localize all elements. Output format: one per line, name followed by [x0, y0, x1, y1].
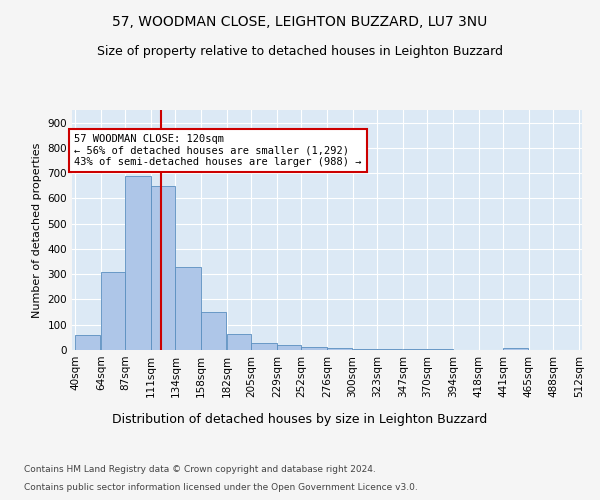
- Bar: [277, 346, 301, 350]
- Bar: [403, 349, 427, 350]
- Bar: [427, 349, 452, 350]
- Text: Contains public sector information licensed under the Open Government Licence v3: Contains public sector information licen…: [24, 482, 418, 492]
- Bar: [301, 348, 326, 350]
- Text: 57, WOODMAN CLOSE, LEIGHTON BUZZARD, LU7 3NU: 57, WOODMAN CLOSE, LEIGHTON BUZZARD, LU7…: [112, 15, 488, 29]
- Bar: [125, 176, 151, 350]
- Bar: [175, 267, 201, 350]
- Bar: [503, 348, 529, 350]
- Text: Distribution of detached houses by size in Leighton Buzzard: Distribution of detached houses by size …: [112, 412, 488, 426]
- Bar: [227, 334, 251, 350]
- Text: Contains HM Land Registry data © Crown copyright and database right 2024.: Contains HM Land Registry data © Crown c…: [24, 465, 376, 474]
- Text: Size of property relative to detached houses in Leighton Buzzard: Size of property relative to detached ho…: [97, 45, 503, 58]
- Bar: [101, 272, 125, 350]
- Y-axis label: Number of detached properties: Number of detached properties: [32, 142, 42, 318]
- Bar: [75, 335, 100, 350]
- Bar: [201, 312, 226, 350]
- Bar: [151, 186, 175, 350]
- Bar: [377, 348, 403, 350]
- Bar: [251, 343, 277, 350]
- Bar: [327, 348, 352, 350]
- Bar: [353, 348, 377, 350]
- Text: 57 WOODMAN CLOSE: 120sqm
← 56% of detached houses are smaller (1,292)
43% of sem: 57 WOODMAN CLOSE: 120sqm ← 56% of detach…: [74, 134, 362, 167]
